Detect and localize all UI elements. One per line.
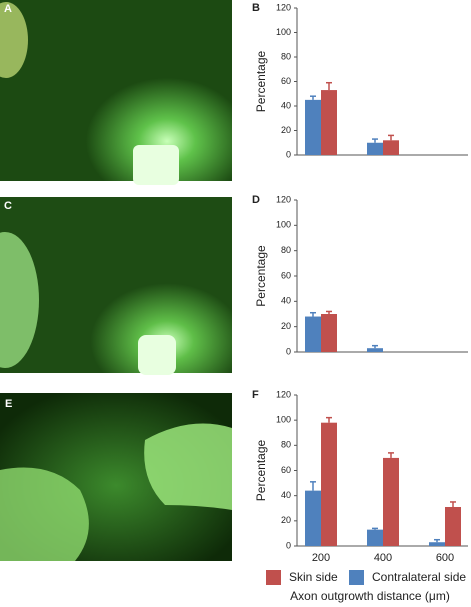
y-tick-label: 20 — [281, 321, 291, 331]
y-tick-label: 120 — [276, 389, 291, 399]
y-tick-label: 80 — [281, 440, 291, 450]
x-tick-label: 600 — [436, 552, 454, 564]
y-tick-label: 80 — [281, 245, 291, 255]
panel-letter: B — [252, 2, 260, 14]
legend-swatch — [266, 570, 281, 585]
image-label: C — [4, 200, 12, 212]
y-tick-label: 40 — [281, 100, 291, 110]
x-tick-label: 400 — [374, 552, 392, 564]
bar — [383, 140, 399, 155]
y-tick-label: 100 — [276, 27, 291, 37]
legend-label: Skin side — [289, 570, 338, 584]
y-tick-label: 60 — [281, 270, 291, 280]
image-label: A — [4, 3, 12, 15]
bar — [383, 457, 399, 546]
bar — [321, 422, 337, 546]
y-axis-label: Percentage — [254, 245, 268, 307]
bar — [445, 506, 461, 546]
bar — [367, 348, 383, 352]
bar — [305, 316, 321, 352]
y-tick-label: 100 — [276, 415, 291, 425]
bar — [305, 490, 321, 546]
y-tick-label: 120 — [276, 194, 291, 204]
y-tick-label: 120 — [276, 2, 291, 12]
y-tick-label: 40 — [281, 296, 291, 306]
y-axis-label: Percentage — [254, 50, 268, 112]
y-tick-label: 100 — [276, 220, 291, 230]
y-tick-label: 20 — [281, 515, 291, 525]
panel-letter: F — [252, 389, 259, 401]
legend-label: Contralateral side — [372, 570, 466, 584]
micrograph-a: A — [0, 0, 232, 185]
y-tick-label: 60 — [281, 76, 291, 86]
panel-letter: D — [252, 194, 260, 206]
y-tick-label: 0 — [286, 346, 291, 356]
image-label: E — [5, 398, 12, 410]
y-tick-label: 40 — [281, 490, 291, 500]
y-tick-label: 80 — [281, 51, 291, 61]
x-tick-label: 200 — [312, 552, 330, 564]
y-axis-label: Percentage — [254, 439, 268, 501]
bar — [321, 314, 337, 352]
bar — [321, 90, 337, 155]
bar — [367, 142, 383, 155]
micrograph-c: C — [0, 197, 232, 375]
bar — [429, 542, 445, 546]
y-tick-label: 0 — [286, 540, 291, 550]
bar — [305, 99, 321, 155]
micrograph-e: E — [0, 393, 232, 561]
bar — [367, 529, 383, 546]
y-tick-label: 20 — [281, 125, 291, 135]
y-tick-label: 60 — [281, 465, 291, 475]
x-axis-label: Axon outgrowth distance (μm) — [290, 589, 450, 603]
legend-swatch — [349, 570, 364, 585]
y-tick-label: 0 — [286, 149, 291, 159]
charts: B Percentage 0 20 40 60 80 100 120 D Percentage 0 20… — [252, 2, 468, 603]
